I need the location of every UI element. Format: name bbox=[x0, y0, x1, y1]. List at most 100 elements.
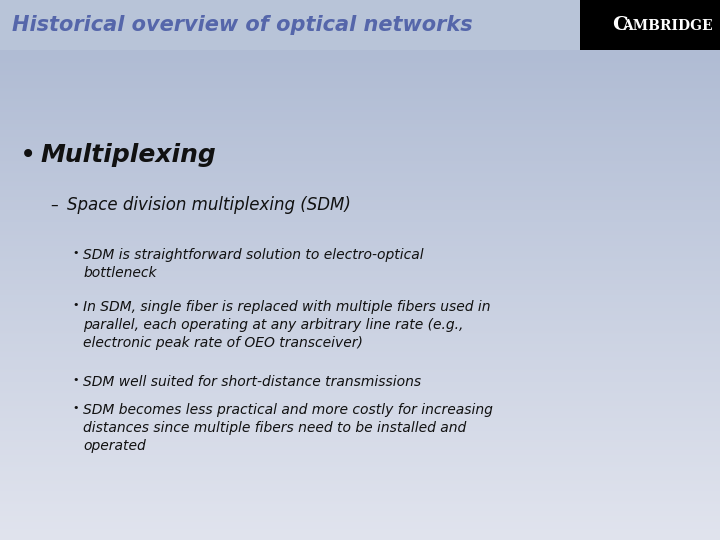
Text: Space division multiplexing (SDM): Space division multiplexing (SDM) bbox=[67, 196, 351, 214]
Bar bbox=[0, 225, 720, 226]
Bar bbox=[0, 375, 720, 377]
Bar bbox=[0, 259, 720, 261]
Bar bbox=[0, 315, 720, 316]
Bar bbox=[0, 524, 720, 525]
Bar bbox=[0, 140, 720, 141]
Bar bbox=[0, 280, 720, 282]
Bar bbox=[0, 100, 720, 102]
Bar bbox=[0, 478, 720, 480]
Bar bbox=[0, 473, 720, 475]
Bar bbox=[0, 130, 720, 132]
Bar bbox=[0, 450, 720, 452]
Bar bbox=[0, 253, 720, 254]
Bar bbox=[0, 183, 720, 184]
Bar bbox=[0, 437, 720, 438]
Bar bbox=[0, 535, 720, 537]
Bar bbox=[0, 159, 720, 161]
Bar bbox=[0, 298, 720, 300]
Bar bbox=[0, 387, 720, 388]
Bar bbox=[0, 336, 720, 338]
Bar bbox=[0, 395, 720, 396]
Bar bbox=[0, 248, 720, 249]
Bar bbox=[0, 409, 720, 411]
Bar bbox=[0, 73, 720, 75]
Bar bbox=[0, 171, 720, 172]
Bar bbox=[0, 107, 720, 109]
Bar bbox=[0, 491, 720, 492]
Bar bbox=[0, 398, 720, 400]
Bar bbox=[0, 87, 720, 89]
Bar bbox=[0, 492, 720, 494]
Bar bbox=[0, 200, 720, 202]
Bar bbox=[0, 238, 720, 239]
Bar bbox=[0, 458, 720, 460]
Bar bbox=[0, 141, 720, 143]
Bar bbox=[0, 514, 720, 516]
Bar bbox=[0, 508, 720, 509]
Bar bbox=[0, 303, 720, 305]
Bar bbox=[0, 333, 720, 334]
Bar bbox=[0, 454, 720, 455]
Bar bbox=[0, 218, 720, 220]
Bar bbox=[0, 284, 720, 285]
Bar bbox=[0, 231, 720, 233]
Bar bbox=[0, 511, 720, 512]
Bar bbox=[0, 300, 720, 301]
Bar bbox=[0, 357, 720, 359]
Bar bbox=[0, 467, 720, 468]
Bar bbox=[0, 65, 720, 66]
Bar bbox=[0, 293, 720, 295]
Bar bbox=[0, 408, 720, 409]
Bar bbox=[0, 421, 720, 422]
Bar bbox=[0, 339, 720, 341]
Bar bbox=[0, 489, 720, 491]
Bar bbox=[0, 179, 720, 181]
Bar bbox=[0, 221, 720, 223]
Bar bbox=[0, 184, 720, 186]
Bar bbox=[0, 379, 720, 380]
Bar bbox=[0, 230, 720, 231]
Bar bbox=[0, 122, 720, 124]
Bar bbox=[0, 212, 720, 213]
Bar bbox=[0, 363, 720, 365]
Bar bbox=[0, 296, 720, 298]
Text: Multiplexing: Multiplexing bbox=[40, 143, 216, 167]
Bar bbox=[0, 457, 720, 458]
Bar bbox=[0, 267, 720, 269]
Bar bbox=[0, 368, 720, 370]
Bar bbox=[0, 287, 720, 288]
Bar bbox=[0, 404, 720, 406]
Bar bbox=[0, 301, 720, 303]
Bar bbox=[0, 312, 720, 313]
Bar bbox=[0, 504, 720, 505]
Bar bbox=[0, 251, 720, 253]
Bar bbox=[0, 417, 720, 419]
Bar bbox=[0, 365, 720, 367]
Bar bbox=[0, 146, 720, 148]
Bar bbox=[0, 202, 720, 204]
Bar bbox=[0, 262, 720, 264]
Bar bbox=[0, 385, 720, 387]
Bar bbox=[0, 414, 720, 416]
Bar bbox=[0, 344, 720, 346]
Bar bbox=[0, 150, 720, 151]
Bar bbox=[0, 532, 720, 534]
Bar bbox=[0, 355, 720, 357]
Bar bbox=[0, 220, 720, 221]
Bar bbox=[0, 127, 720, 129]
Bar bbox=[0, 60, 720, 62]
Bar bbox=[0, 530, 720, 532]
Bar bbox=[0, 481, 720, 483]
Bar bbox=[0, 264, 720, 266]
Bar bbox=[0, 258, 720, 259]
Bar bbox=[0, 321, 720, 323]
Bar bbox=[0, 350, 720, 352]
Bar bbox=[0, 522, 720, 524]
Bar bbox=[0, 463, 720, 465]
Bar bbox=[0, 488, 720, 489]
Bar bbox=[0, 145, 720, 146]
Bar bbox=[0, 328, 720, 329]
Bar bbox=[0, 181, 720, 183]
Bar bbox=[0, 380, 720, 382]
Bar bbox=[0, 208, 720, 210]
